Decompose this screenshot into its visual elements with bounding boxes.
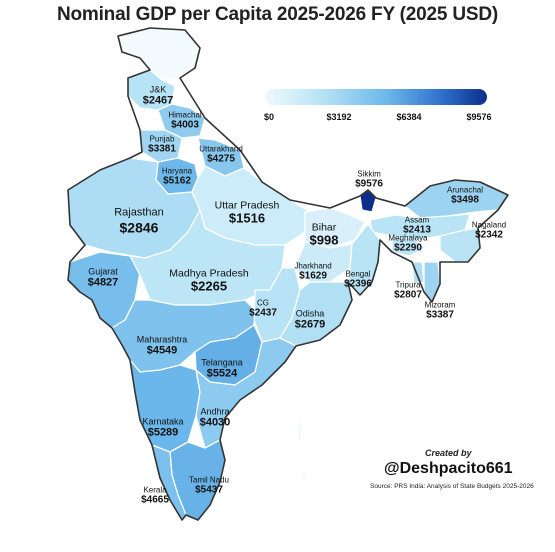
created-by-text: Created by bbox=[425, 448, 472, 458]
label-telangana: Telangana $5524 bbox=[201, 357, 243, 380]
label-rajasthan: Rajasthan $2846 bbox=[114, 206, 164, 236]
label-up: Uttar Pradesh $1516 bbox=[214, 199, 280, 226]
label-gujarat: Gujarat $4827 bbox=[87, 266, 119, 289]
label-meghalaya: Meghalaya $2290 bbox=[388, 233, 428, 254]
label-andhra: Andhra $4030 bbox=[199, 406, 231, 429]
source-text: Source: PRS India: Analysis of State Bud… bbox=[370, 483, 534, 490]
label-kerala: Kerala $4665 bbox=[141, 485, 169, 506]
label-sikkim: Sikkim $9576 bbox=[355, 169, 383, 190]
label-odisha: Odisha $2679 bbox=[294, 308, 326, 331]
label-arunachal: Arunachal $3498 bbox=[446, 185, 484, 206]
state-meghalaya bbox=[391, 235, 426, 257]
author-handle: @Deshpacito661 bbox=[384, 460, 513, 477]
label-tamilnadu: Tamil Nadu $5437 bbox=[188, 475, 230, 496]
label-uttarakhand: Uttarakhand $4275 bbox=[199, 144, 243, 165]
legend-tick-3: $9576 bbox=[466, 112, 492, 122]
label-bihar: Bihar $998 bbox=[309, 221, 339, 248]
label-himachal: Himachal $4003 bbox=[168, 110, 202, 131]
label-jharkhand: Jharkhand $1629 bbox=[294, 261, 332, 282]
map-title: Nominal GDP per Capita 2025-2026 FY (202… bbox=[56, 4, 498, 25]
label-tripura: Tripura $2807 bbox=[394, 280, 422, 301]
label-mizoram: Mizoram $3387 bbox=[424, 300, 456, 321]
label-jk: J&K $2467 bbox=[142, 84, 174, 107]
label-punjab: Punjab $3381 bbox=[148, 134, 176, 155]
label-maharashtra: Maharashtra $4549 bbox=[136, 334, 188, 357]
label-assam: Assam $2413 bbox=[403, 215, 431, 236]
state-jharkhand bbox=[294, 241, 353, 283]
legend-tick-2: $6384 bbox=[396, 112, 422, 122]
label-haryana: Haryana $5162 bbox=[161, 166, 193, 187]
legend-tick-0: $0 bbox=[263, 112, 275, 122]
india-border bbox=[67, 27, 509, 521]
label-mp: Madhya Pradesh $2265 bbox=[169, 267, 249, 294]
andaman-islands bbox=[296, 419, 307, 483]
label-cg: CG $2437 bbox=[249, 298, 277, 319]
label-karnataka: Karnataka $5289 bbox=[142, 416, 184, 439]
legend-color-scale bbox=[265, 89, 487, 105]
label-bengal: Bengal $2396 bbox=[344, 269, 372, 290]
label-nagaland: Nagaland $2342 bbox=[471, 220, 507, 241]
legend-tick-1: $3192 bbox=[326, 112, 352, 122]
